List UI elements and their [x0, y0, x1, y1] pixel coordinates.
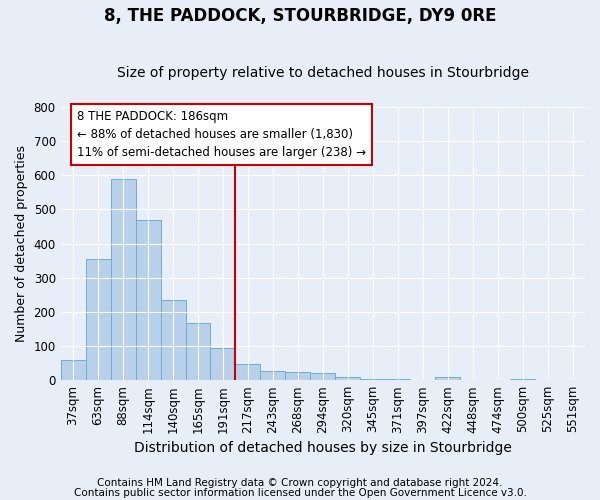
- Text: Contains HM Land Registry data © Crown copyright and database right 2024.: Contains HM Land Registry data © Crown c…: [97, 478, 503, 488]
- Bar: [235, 364, 260, 380]
- Bar: [211, 348, 235, 380]
- Bar: [136, 220, 161, 380]
- Bar: [310, 374, 335, 380]
- Bar: [110, 180, 136, 380]
- Text: 8, THE PADDOCK, STOURBRIDGE, DY9 0RE: 8, THE PADDOCK, STOURBRIDGE, DY9 0RE: [104, 8, 496, 26]
- Bar: [86, 258, 110, 380]
- Bar: [435, 378, 460, 380]
- Bar: [286, 372, 310, 380]
- Y-axis label: Number of detached properties: Number of detached properties: [15, 145, 28, 342]
- Bar: [260, 371, 286, 380]
- Bar: [161, 300, 185, 380]
- Text: Contains public sector information licensed under the Open Government Licence v3: Contains public sector information licen…: [74, 488, 526, 498]
- Bar: [335, 377, 360, 380]
- Title: Size of property relative to detached houses in Stourbridge: Size of property relative to detached ho…: [117, 66, 529, 80]
- Bar: [61, 360, 86, 380]
- Text: 8 THE PADDOCK: 186sqm
← 88% of detached houses are smaller (1,830)
11% of semi-d: 8 THE PADDOCK: 186sqm ← 88% of detached …: [77, 110, 366, 159]
- X-axis label: Distribution of detached houses by size in Stourbridge: Distribution of detached houses by size …: [134, 441, 512, 455]
- Bar: [185, 323, 211, 380]
